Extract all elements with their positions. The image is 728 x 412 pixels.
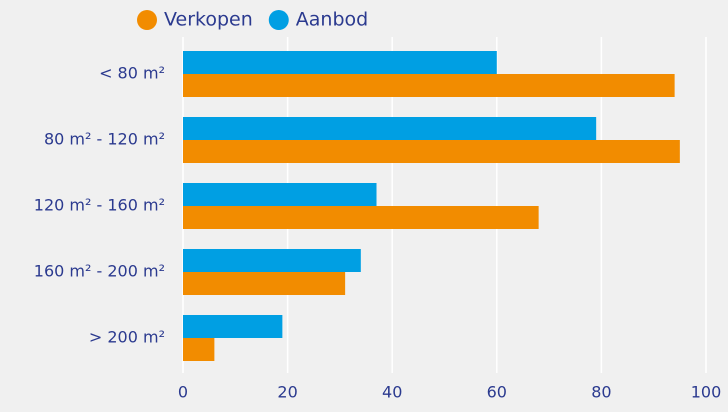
bar xyxy=(183,183,377,206)
y-tick-label: 80 m² - 120 m² xyxy=(44,130,165,149)
bar xyxy=(183,51,497,74)
legend-label: Verkopen xyxy=(164,9,253,31)
bar xyxy=(183,74,675,97)
x-tick-label: 100 xyxy=(691,383,722,402)
bar xyxy=(183,140,680,163)
y-tick-label: 120 m² - 160 m² xyxy=(34,196,165,215)
x-tick-label: 20 xyxy=(277,383,297,402)
bar xyxy=(183,249,361,272)
bar xyxy=(183,117,597,140)
x-tick-label: 60 xyxy=(487,383,507,402)
bar xyxy=(183,272,346,295)
y-tick-label: < 80 m² xyxy=(99,64,165,83)
bar xyxy=(183,338,215,361)
x-tick-label: 0 xyxy=(178,383,188,402)
legend-label: Aanbod xyxy=(296,9,368,31)
y-tick-label: > 200 m² xyxy=(89,328,165,347)
legend-marker xyxy=(137,10,157,30)
x-tick-label: 80 xyxy=(591,383,611,402)
x-tick-label: 40 xyxy=(382,383,402,402)
bar xyxy=(183,206,539,229)
legend-marker xyxy=(268,10,289,30)
bar xyxy=(183,315,283,338)
y-tick-label: 160 m² - 200 m² xyxy=(34,262,165,281)
